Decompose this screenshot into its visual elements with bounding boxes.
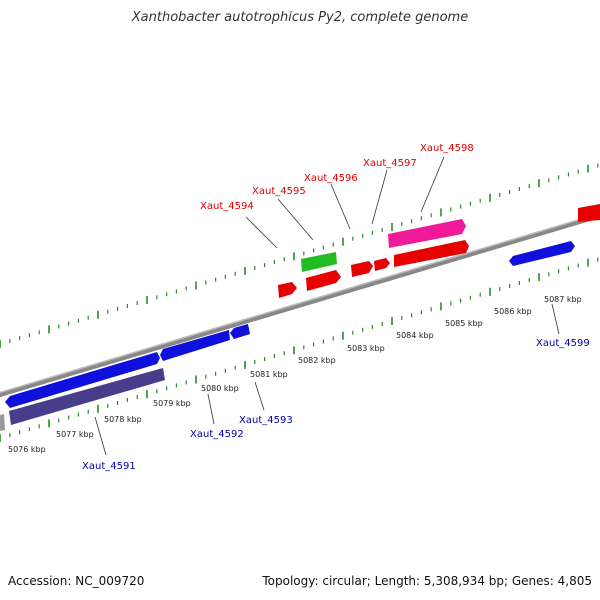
scale-label: 5078 kbp [104,415,142,424]
label-leaders [94,156,560,456]
tick-track-lower [0,257,599,442]
scale-label: 5076 kbp [8,445,46,454]
tick-track-upper [0,163,599,348]
gene-red-far-right[interactable] [578,204,600,222]
scale-label: 5079 kbp [153,399,191,408]
genome-title: Xanthobacter autotrophicus Py2, complete… [131,10,469,25]
gene-navy-long[interactable] [9,368,165,425]
gene-pink[interactable] [388,219,466,248]
genome-backbone-highlight [0,212,600,394]
gene-label-xaut_4595[interactable]: Xaut_4595 [252,186,306,197]
gene-red-small-a[interactable] [351,261,373,277]
gene-blue-right[interactable] [509,241,575,266]
gene-label-xaut_4599[interactable]: Xaut_4599 [536,338,590,349]
gene-gray-edge [0,414,5,431]
gene-blue-long[interactable] [5,352,160,408]
scale-label: 5081 kbp [250,370,288,379]
scale-labels: 5076 kbp 5077 kbp 5078 kbp 5079 kbp 5080 kbp… [8,295,582,454]
gene-red-small-b[interactable] [374,258,390,271]
scale-label: 5077 kbp [56,430,94,439]
genome-backbone [0,212,600,398]
gene-label-xaut_4598[interactable]: Xaut_4598 [420,143,474,154]
gene-red-tiny[interactable] [278,282,297,298]
scale-label: 5085 kbp [445,319,483,328]
gene-label-xaut_4591[interactable]: Xaut_4591 [82,461,136,472]
genome-summary-text: Topology: circular; Length: 5,308,934 bp… [262,574,592,588]
accession-text: Accession: NC_009720 [8,574,145,588]
gene-label-xaut_4597[interactable]: Xaut_4597 [363,158,417,169]
gene-label-xaut_4593[interactable]: Xaut_4593 [239,415,293,426]
gene-labels: Xaut_4594Xaut_4595Xaut_4596Xaut_4597Xaut… [82,143,590,472]
gene-label-xaut_4596[interactable]: Xaut_4596 [304,173,358,184]
gene-label-xaut_4592[interactable]: Xaut_4592 [190,429,244,440]
gene-green[interactable] [301,252,337,272]
scale-label: 5086 kbp [494,307,532,316]
scale-label: 5087 kbp [544,295,582,304]
gene-label-xaut_4594[interactable]: Xaut_4594 [200,201,254,212]
gene-red-mid[interactable] [306,270,341,291]
scale-label: 5083 kbp [347,344,385,353]
scale-label: 5084 kbp [396,331,434,340]
gene-red-long[interactable] [394,240,469,267]
scale-label: 5080 kbp [201,384,239,393]
gene-blue-tiny[interactable] [230,324,250,339]
scale-label: 5082 kbp [298,356,336,365]
gene-blue-short[interactable] [160,330,230,361]
